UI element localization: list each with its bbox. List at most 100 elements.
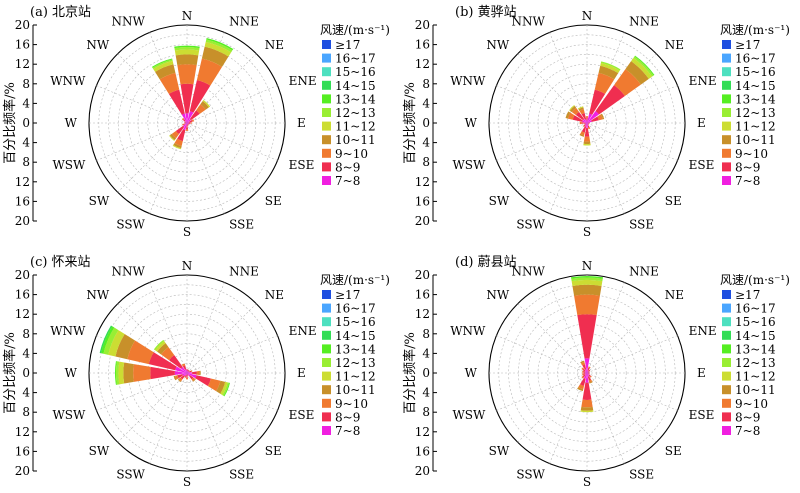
legend-label: 11~12	[335, 370, 376, 384]
wind-wedge-w-8~9	[582, 122, 585, 124]
direction-label-wsw: WSW	[52, 158, 86, 172]
y-axis-label: 百分比频率/%	[402, 332, 418, 414]
legend-label: 8~9	[335, 410, 360, 424]
legend-label: 12~13	[735, 106, 776, 120]
direction-label-ene: ENE	[289, 324, 317, 338]
legend-swatch	[322, 304, 331, 313]
y-tick-label: 8	[22, 155, 30, 169]
wind-wedge-n-10~11	[572, 285, 601, 296]
y-tick-label: 4	[422, 136, 430, 150]
legend-swatch	[722, 40, 731, 49]
direction-label-e: E	[697, 116, 706, 130]
legend-swatch	[322, 135, 331, 144]
legend-label: 13~14	[735, 342, 776, 356]
direction-label-nw: NW	[86, 38, 110, 52]
wind-wedge-n-9~10	[574, 295, 600, 315]
direction-label-wnw: WNW	[450, 74, 486, 88]
legend-label: 10~11	[335, 133, 376, 147]
direction-label-se: SE	[665, 194, 682, 208]
legend-swatch	[722, 67, 731, 76]
legend-title: 风速/(m·s⁻¹)	[320, 273, 390, 287]
y-tick-label: 4	[422, 96, 430, 110]
grid-spoke	[587, 373, 625, 464]
grid-spoke	[587, 373, 678, 411]
grid-spoke	[496, 123, 587, 161]
wind-wedge-w-10~11	[123, 362, 134, 383]
y-tick-label: 12	[415, 307, 430, 321]
direction-label-sw: SW	[89, 194, 110, 208]
legend-label: 14~15	[335, 329, 376, 343]
direction-label-ne: NE	[265, 288, 284, 302]
legend-swatch	[322, 290, 331, 299]
y-tick-label: 4	[22, 346, 30, 360]
legend-swatch	[722, 149, 731, 158]
direction-label-nw: NW	[486, 38, 510, 52]
y-tick-label: 16	[415, 444, 430, 458]
direction-label-wnw: WNW	[50, 324, 86, 338]
direction-label-nnw: NNW	[112, 264, 146, 278]
legend-label: 16~17	[335, 52, 376, 66]
wind-wedge-w-8~9	[583, 372, 585, 373]
direction-label-w: W	[465, 116, 478, 130]
wind-wedge-n-9~10	[586, 116, 588, 118]
direction-label-sse: SSE	[629, 468, 654, 482]
legend-label: 10~11	[335, 383, 376, 397]
legend-label: 12~13	[335, 106, 376, 120]
panel-title: (d) 蔚县站	[455, 255, 517, 270]
legend-label: 16~17	[335, 302, 376, 316]
legend-label: 15~16	[335, 315, 376, 329]
legend-swatch	[722, 81, 731, 90]
direction-label-ene: ENE	[689, 324, 717, 338]
legend-label: 15~16	[335, 65, 376, 79]
direction-label-ene: ENE	[689, 74, 717, 88]
grid-spoke	[96, 123, 187, 161]
legend-swatch	[322, 317, 331, 326]
legend-swatch	[322, 385, 331, 394]
legend-label: 16~17	[735, 52, 776, 66]
y-tick-label: 0	[422, 116, 430, 130]
wind-wedge-n-8~9	[577, 314, 596, 358]
y-tick-label: 0	[22, 366, 30, 380]
grid-spoke	[587, 123, 625, 214]
legend: 风速/(m·s⁻¹)≥1716~1715~1614~1513~1412~1311…	[320, 273, 390, 438]
legend-swatch	[322, 358, 331, 367]
legend-swatch	[322, 162, 331, 171]
y-tick-label: 20	[415, 268, 430, 282]
legend-swatch	[322, 412, 331, 421]
wind-wedge-e-10~11	[199, 371, 201, 376]
legend-swatch	[322, 372, 331, 381]
legend-title: 风速/(m·s⁻¹)	[720, 273, 790, 287]
direction-label-ene: ENE	[289, 74, 317, 88]
y-tick-label: 12	[415, 425, 430, 439]
legend-swatch	[322, 331, 331, 340]
direction-label-wsw: WSW	[52, 408, 86, 422]
direction-label-nw: NW	[86, 288, 110, 302]
direction-label-wnw: WNW	[450, 324, 486, 338]
legend-swatch	[722, 108, 731, 117]
legend-label: 14~15	[735, 79, 776, 93]
direction-label-ssw: SSW	[516, 468, 545, 482]
wind-wedge-s-9~10	[581, 400, 592, 408]
y-tick-label: 16	[15, 194, 30, 208]
direction-label-w: W	[65, 366, 78, 380]
panel-title: (a) 北京站	[30, 5, 91, 20]
legend-label: 13~14	[735, 92, 776, 106]
direction-label-nne: NNE	[229, 14, 259, 28]
direction-label-wnw: WNW	[50, 74, 86, 88]
direction-label-nnw: NNW	[512, 264, 546, 278]
direction-label-e: E	[297, 116, 306, 130]
direction-label-se: SE	[265, 194, 282, 208]
y-tick-label: 20	[415, 214, 430, 228]
direction-label-ne: NE	[665, 38, 684, 52]
legend-label: 8~9	[735, 410, 760, 424]
y-tick-label: 20	[415, 464, 430, 478]
y-tick-label: 0	[22, 116, 30, 130]
legend-title: 风速/(m·s⁻¹)	[320, 23, 390, 37]
wind-wedge-e-8~9	[189, 122, 191, 123]
legend-swatch	[722, 122, 731, 131]
y-tick-label: 8	[422, 405, 430, 419]
y-tick-label: 12	[15, 425, 30, 439]
wind-wedge-s-9~10	[584, 137, 590, 142]
y-tick-label: 20	[15, 18, 30, 32]
